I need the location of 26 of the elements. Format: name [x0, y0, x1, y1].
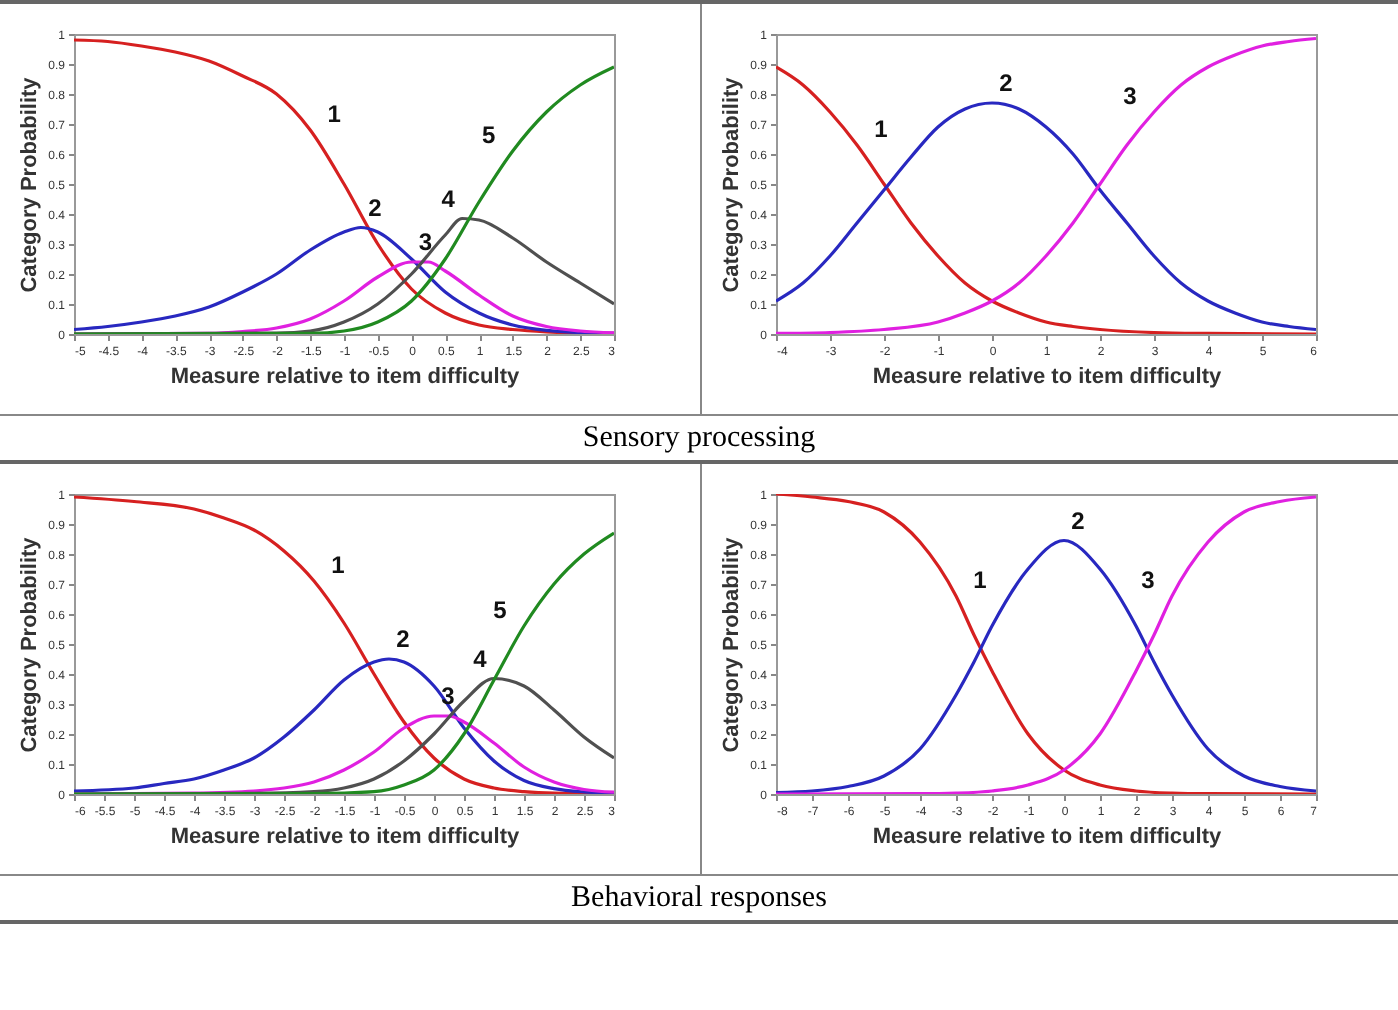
text: Sensory processing — [0, 414, 1398, 464]
x-axis-title: Measure relative to item difficulty — [872, 825, 1223, 849]
series-label: 2 — [999, 69, 1014, 97]
series-label: 3 — [418, 228, 433, 256]
series-label: 2 — [1071, 506, 1086, 535]
series-label: 1 — [874, 115, 889, 143]
x-axis-title: Measure relative to item difficulty — [170, 825, 521, 849]
x-axis-title: Measure relative to item difficulty — [170, 365, 521, 389]
y-axis-title: Category Probability — [720, 535, 745, 753]
series-label: 4 — [441, 184, 456, 213]
y-axis-title: Category Probability — [720, 75, 745, 293]
series-label: 1 — [973, 566, 988, 594]
series-label: 3 — [1141, 566, 1156, 594]
y-axis-title: Category Probability — [18, 535, 43, 753]
series-label: 5 — [482, 121, 497, 149]
series-label: 3 — [1123, 82, 1138, 110]
y-axis-title: Category Probability — [18, 75, 43, 293]
x-axis-title: Measure relative to item difficulty — [872, 365, 1223, 389]
series-label: 2 — [368, 193, 383, 222]
series-label: 3 — [441, 682, 456, 710]
series-label: 2 — [396, 625, 411, 653]
series-label: 5 — [493, 596, 508, 624]
text: Behavioral responses — [0, 874, 1398, 924]
series-label: 1 — [327, 100, 342, 128]
series-label: 1 — [331, 551, 346, 579]
series-label: 4 — [473, 644, 488, 673]
